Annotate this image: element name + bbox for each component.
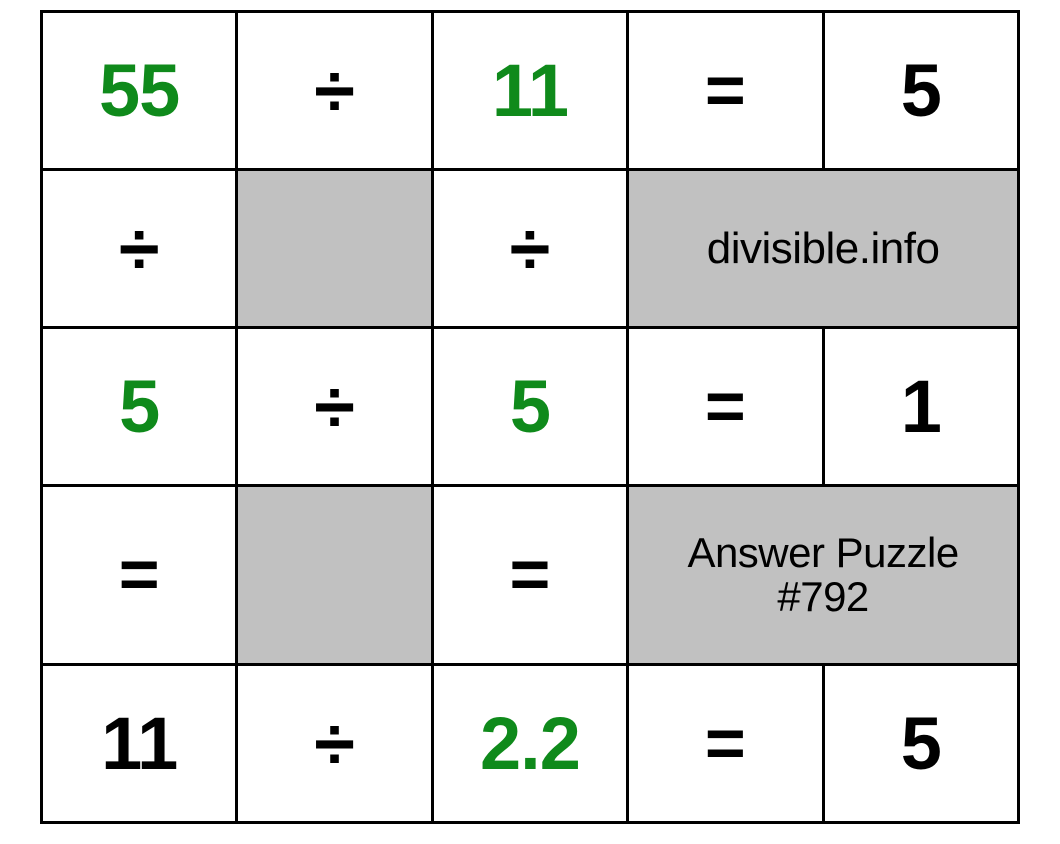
col1-equals: = xyxy=(42,486,237,665)
r1-result: 5 xyxy=(823,12,1018,170)
r3-operand-b: 5 xyxy=(432,328,627,486)
col1-operator-divide: ÷ xyxy=(42,170,237,328)
r1-operand-b: 11 xyxy=(432,12,627,170)
r1-equals: = xyxy=(628,12,823,170)
col3-equals: = xyxy=(432,486,627,665)
site-label: divisible.info xyxy=(628,170,1019,328)
r5-result: 5 xyxy=(823,664,1018,822)
r3-operator-divide: ÷ xyxy=(237,328,432,486)
puzzle-id-label: Answer Puzzle #792 xyxy=(628,486,1019,665)
r5-equals: = xyxy=(628,664,823,822)
blank-cell xyxy=(237,486,432,665)
puzzle-id-line1: Answer Puzzle xyxy=(687,529,958,576)
r1-operand-a: 55 xyxy=(42,12,237,170)
division-puzzle-grid: 55 ÷ 11 = 5 ÷ ÷ divisible.info 5 ÷ 5 = 1… xyxy=(40,10,1020,824)
blank-cell xyxy=(237,170,432,328)
r1-operator-divide: ÷ xyxy=(237,12,432,170)
r3-equals: = xyxy=(628,328,823,486)
r5-operator-divide: ÷ xyxy=(237,664,432,822)
r3-operand-a: 5 xyxy=(42,328,237,486)
puzzle-id-line2: #792 xyxy=(777,573,868,620)
col3-operator-divide: ÷ xyxy=(432,170,627,328)
r5-operand-b: 2.2 xyxy=(432,664,627,822)
r5-operand-a: 11 xyxy=(42,664,237,822)
r3-result: 1 xyxy=(823,328,1018,486)
